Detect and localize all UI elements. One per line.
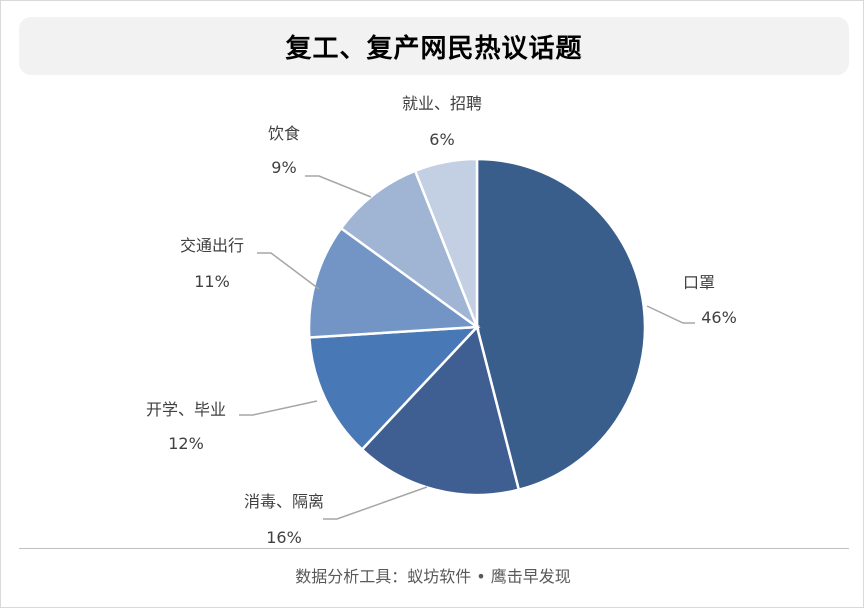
slice-value-label: 9% bbox=[271, 158, 296, 177]
title-bar: 复工、复产网民热议话题 bbox=[19, 17, 849, 75]
slice-value-label: 6% bbox=[429, 130, 454, 149]
footer-divider bbox=[19, 548, 849, 549]
slice-label: 口罩 bbox=[683, 273, 715, 292]
pie-slice bbox=[360, 324, 521, 497]
chart-title: 复工、复产网民热议话题 bbox=[285, 33, 583, 64]
source-note: 数据分析工具：蚁坊软件 • 鹰击早发现 bbox=[295, 567, 571, 586]
pie-slice bbox=[413, 157, 479, 328]
pie-slice bbox=[307, 226, 481, 339]
leader-line bbox=[305, 175, 372, 198]
slice-label: 饮食 bbox=[268, 124, 300, 143]
leader-line bbox=[323, 486, 428, 520]
leader-line bbox=[257, 252, 320, 290]
leader-line bbox=[239, 400, 318, 416]
slice-value-label: 11% bbox=[194, 272, 230, 291]
slice-value-label: 16% bbox=[266, 528, 302, 547]
slice-value-label: 12% bbox=[168, 434, 204, 453]
pie-slice bbox=[475, 157, 647, 492]
pie-chart: 口罩 46% 消毒、隔离 16% 开学、毕业 12% 交通出行 11% 饮食 9% 就业、招聘 6% bbox=[146, 94, 737, 547]
pie-slices bbox=[307, 157, 647, 497]
leader-line bbox=[646, 305, 695, 324]
slice-label: 交通出行 bbox=[180, 236, 244, 255]
leader-lines bbox=[239, 175, 695, 520]
slice-label: 消毒、隔离 bbox=[244, 492, 324, 511]
slice-label: 就业、招聘 bbox=[402, 94, 482, 113]
pie-slice bbox=[308, 325, 481, 452]
slice-value-label: 46% bbox=[701, 308, 737, 327]
pie-slice bbox=[339, 169, 480, 331]
slice-label: 开学、毕业 bbox=[146, 400, 226, 419]
slice-labels: 口罩 46% 消毒、隔离 16% 开学、毕业 12% 交通出行 11% 饮食 9% 就业、招聘 6% bbox=[146, 94, 737, 547]
